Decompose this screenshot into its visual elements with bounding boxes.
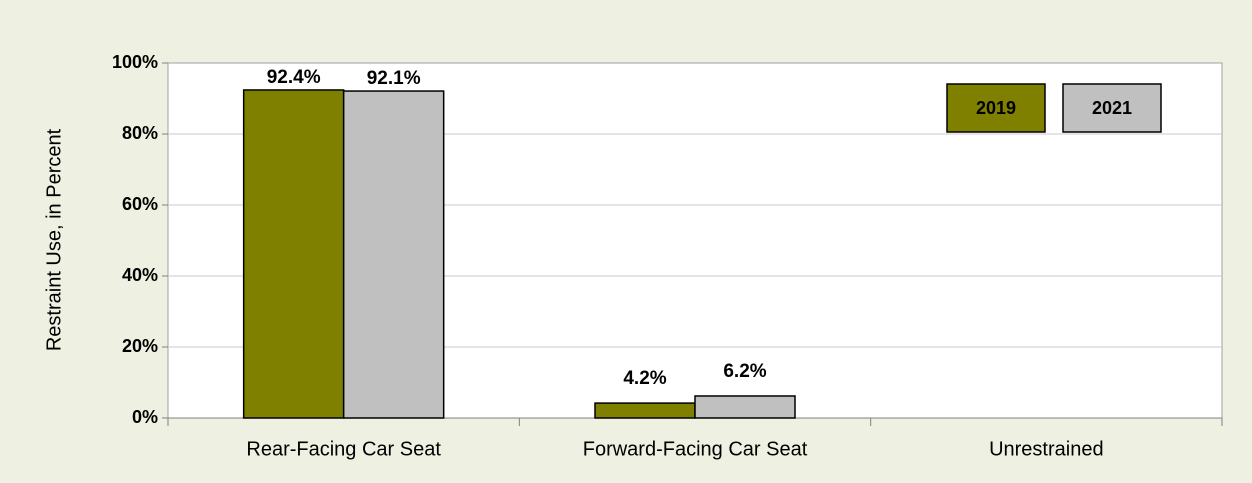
bar	[242, 89, 345, 419]
y-tick-label: 0%	[132, 407, 158, 427]
legend-swatch	[1062, 83, 1162, 133]
y-tick-label: 20%	[122, 336, 158, 356]
x-tick-label: Rear-Facing Car Seat	[246, 438, 441, 460]
y-tick-label: 100%	[112, 52, 158, 72]
bar	[342, 90, 445, 419]
y-axis-label: Restraint Use, in Percent	[43, 128, 65, 351]
y-tick-label: 80%	[122, 123, 158, 143]
value-label: 4.2%	[623, 368, 666, 389]
legend-label: 2019	[976, 98, 1016, 118]
bar	[694, 395, 796, 419]
value-label: 92.1%	[367, 68, 421, 89]
legend-label: 2021	[1092, 98, 1132, 118]
bar	[594, 402, 696, 419]
x-tick-label: Unrestrained	[989, 438, 1104, 460]
y-tick-label: 60%	[122, 194, 158, 214]
y-tick-label: 40%	[122, 265, 158, 285]
legend-swatch	[946, 83, 1046, 133]
value-label: 92.4%	[267, 67, 321, 88]
value-label: 6.2%	[723, 361, 766, 382]
x-tick-label: Forward-Facing Car Seat	[583, 438, 808, 460]
